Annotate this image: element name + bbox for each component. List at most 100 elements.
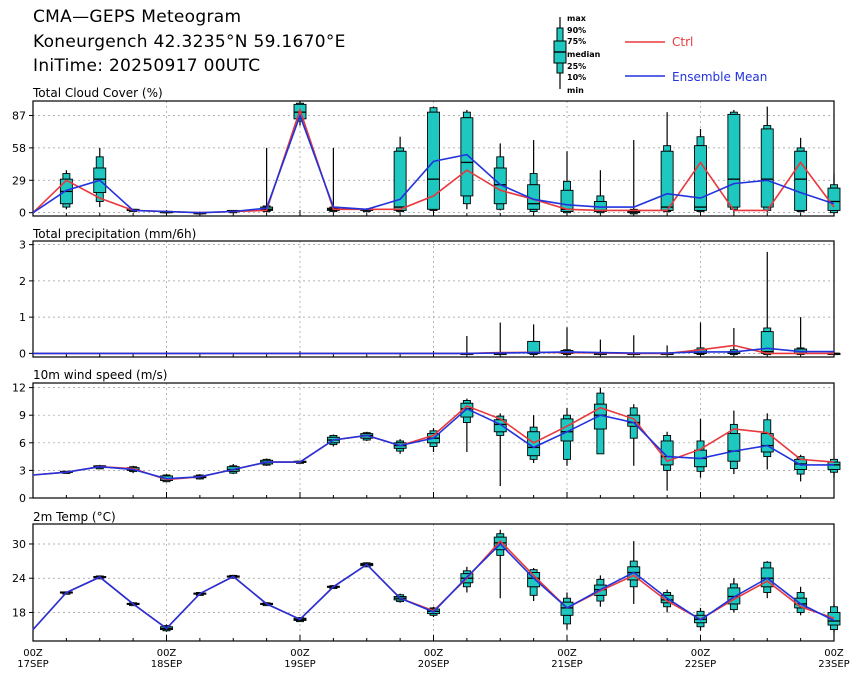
box-upper-tail — [496, 156, 505, 169]
box-upper-tail — [62, 173, 71, 180]
y-tick-label: 9 — [19, 409, 26, 422]
box-upper-tail — [95, 156, 104, 169]
box-18 — [627, 335, 641, 356]
box-13 — [460, 335, 474, 356]
box-13 — [460, 109, 474, 210]
box-20 — [694, 128, 707, 213]
box-15 — [527, 324, 541, 356]
box-7 — [260, 147, 274, 213]
x-tick-label-hour: 00Z — [23, 648, 43, 659]
y-tick-label: 2 — [19, 275, 26, 288]
y-tick-label: 0 — [19, 347, 26, 360]
x-tick-label-date: 23SEP — [818, 659, 849, 670]
box-lower-tail — [696, 622, 705, 628]
box-23 — [794, 317, 808, 356]
panel-title: 2m Temp (°C) — [33, 510, 116, 524]
box-iqr — [760, 331, 774, 354]
box-upper-tail — [462, 111, 471, 119]
box-14 — [493, 322, 507, 356]
box-23 — [794, 137, 808, 213]
box-lower-tail — [763, 451, 772, 458]
x-tick-label-date: 20SEP — [418, 659, 449, 670]
panel-frame — [32, 240, 835, 358]
box-lower-tail — [496, 431, 505, 436]
box-21 — [727, 328, 741, 356]
y-tick-label: 0 — [19, 207, 26, 220]
x-tick-label-hour: 00Z — [824, 648, 844, 659]
panel-title: 10m wind speed (m/s) — [33, 368, 167, 382]
panel-title: Total precipitation (mm/6h) — [32, 227, 196, 241]
box-upper-tail — [496, 533, 505, 538]
box-upper-tail — [396, 147, 405, 152]
x-tick-label-hour: 00Z — [557, 648, 577, 659]
box-upper-tail — [596, 195, 605, 202]
box-lower-tail — [796, 469, 805, 475]
box-upper-tail — [563, 414, 571, 420]
legend-box-label: 75% — [567, 37, 586, 46]
box-22 — [760, 106, 774, 213]
box-iqr — [660, 150, 674, 211]
box-19 — [660, 112, 674, 213]
box-iqr — [794, 150, 808, 211]
box-lower-tail — [596, 594, 605, 602]
box-upper-tail — [629, 560, 638, 568]
box-24 — [827, 458, 841, 478]
box-upper-tail — [830, 606, 838, 613]
x-tick-label-date: 17SEP — [17, 659, 48, 670]
box-lower-tail — [529, 586, 538, 596]
box-16 — [560, 407, 574, 466]
box-iqr — [727, 113, 741, 208]
box-upper-tail — [529, 426, 538, 433]
legend-ctrl-label: Ctrl — [672, 35, 693, 49]
box-lower-tail — [729, 460, 738, 470]
x-tick-label-date: 22SEP — [685, 659, 716, 670]
x-tick-label-hour: 00Z — [290, 648, 310, 659]
ensemble-mean-line — [32, 113, 835, 214]
box-lower-tail — [62, 203, 71, 208]
location-label: Koneurgench 42.3235°N 59.1670°E — [33, 32, 346, 52]
box-upper-tail — [796, 592, 805, 599]
legend-mean-label: Ensemble Mean — [672, 70, 767, 84]
ensemble-mean-line — [33, 347, 834, 355]
x-tick-label-hour: 00Z — [424, 648, 444, 659]
box-22 — [760, 561, 774, 599]
box-lower-tail — [796, 607, 805, 613]
box-11 — [393, 439, 407, 454]
box-14 — [493, 143, 507, 211]
box-lower-tail — [496, 549, 505, 556]
box-iqr — [460, 117, 474, 197]
y-tick-label: 58 — [12, 142, 26, 155]
box-upper-tail — [563, 597, 571, 603]
box-upper-tail — [663, 434, 672, 442]
box-upper-tail — [796, 147, 805, 152]
box-iqr — [827, 461, 841, 470]
box-14 — [493, 413, 507, 487]
box-lower-tail — [763, 586, 772, 593]
y-tick-label: 1 — [19, 311, 26, 324]
box-upper-tail — [596, 578, 605, 586]
box-lower-tail — [529, 455, 538, 460]
box-upper-tail — [529, 173, 538, 186]
x-tick-label-date: 21SEP — [551, 659, 582, 670]
box-lower-tail — [462, 416, 471, 424]
box-lower-tail — [563, 614, 571, 625]
box-18 — [627, 140, 641, 215]
box-lower-tail — [696, 466, 705, 472]
box-upper-tail — [629, 407, 638, 416]
box-18 — [627, 404, 641, 466]
box-upper-tail — [563, 180, 571, 191]
panel-3: 10m wind speed (m/s) 0 3 6 9 12 — [12, 368, 841, 505]
box-iqr — [694, 145, 707, 211]
box-22 — [760, 413, 774, 470]
box-upper-tail — [696, 610, 705, 616]
box-lower-tail — [629, 425, 638, 439]
panel-title: Total Cloud Cover (%) — [32, 86, 163, 100]
box-lower-tail — [596, 428, 605, 455]
box-13 — [460, 398, 474, 452]
box-upper-tail — [763, 327, 772, 333]
box-21 — [727, 109, 741, 213]
y-tick-label: 24 — [12, 572, 26, 585]
legend-box-label: 10% — [567, 73, 586, 82]
legend-box-label: min — [567, 86, 584, 95]
